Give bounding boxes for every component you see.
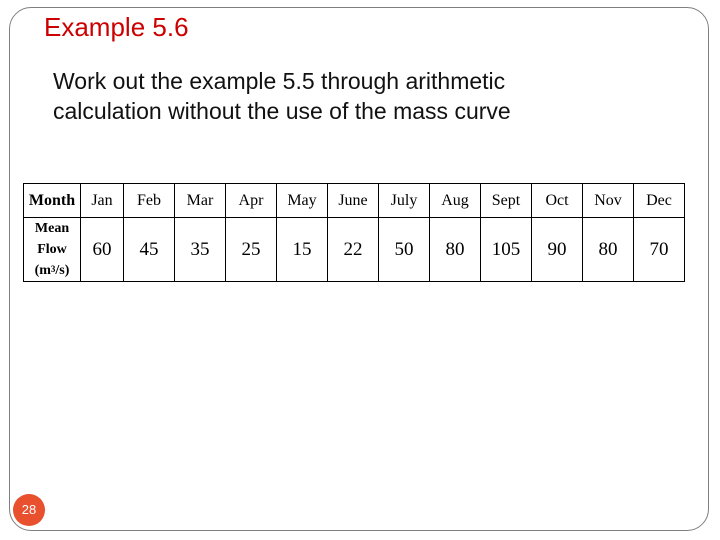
- flow-cell: 60: [80, 217, 124, 282]
- mean-flow-table: Month Jan Feb Mar Apr May June July Aug …: [23, 183, 685, 282]
- month-cell: Aug: [429, 183, 481, 218]
- flow-cell: 22: [327, 217, 379, 282]
- row-label-mean: Mean: [34, 221, 70, 236]
- month-cell: Apr: [225, 183, 277, 218]
- flow-cell: 35: [174, 217, 226, 282]
- flow-cell: 25: [225, 217, 277, 282]
- month-header-cell: Month: [23, 183, 81, 218]
- unit-prefix: (m: [34, 263, 51, 278]
- row-label-unit: (m3/s): [24, 260, 80, 281]
- flow-cell: 105: [480, 217, 532, 282]
- slide-body-text: Work out the example 5.5 through arithme…: [53, 66, 653, 126]
- flow-cell: 80: [582, 217, 634, 282]
- month-cell: Feb: [123, 183, 175, 218]
- month-cell: July: [378, 183, 430, 218]
- flow-cell: 15: [276, 217, 328, 282]
- flow-cell: 45: [123, 217, 175, 282]
- month-cell: Jan: [80, 183, 124, 218]
- flow-cell: 90: [531, 217, 583, 282]
- month-cell: June: [327, 183, 379, 218]
- unit-suffix: /s): [55, 263, 70, 278]
- month-cell: Mar: [174, 183, 226, 218]
- mean-flow-header-cell: Mean Flow (m3/s): [23, 217, 81, 282]
- table-row: Mean Flow (m3/s) 60 45 35 25 15 22 50 80…: [23, 217, 685, 282]
- flow-cell: 50: [378, 217, 430, 282]
- flow-cell: 70: [633, 217, 685, 282]
- row-label-flow: Flow: [37, 242, 67, 257]
- month-cell: Sept: [480, 183, 532, 218]
- page-number-badge: 28: [13, 494, 45, 526]
- body-text-line-1: Work out the example 5.5 through arithme…: [53, 68, 506, 94]
- table-header-row: Month Jan Feb Mar Apr May June July Aug …: [23, 183, 685, 218]
- month-cell: Oct: [531, 183, 583, 218]
- slide-title: Example 5.6: [44, 12, 189, 42]
- month-cell: May: [276, 183, 328, 218]
- flow-cell: 80: [429, 217, 481, 282]
- month-cell: Nov: [582, 183, 634, 218]
- month-cell: Dec: [633, 183, 685, 218]
- body-text-line-2: calculation without the use of the mass …: [53, 98, 511, 124]
- unit-superscript: 3: [50, 264, 56, 274]
